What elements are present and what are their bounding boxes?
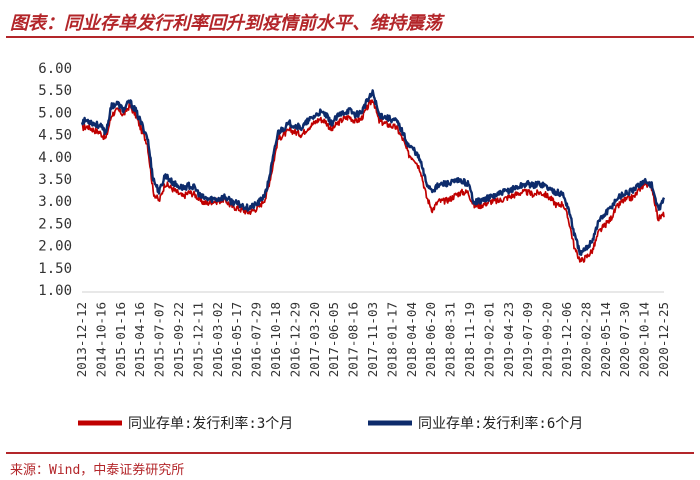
- x-tick-label: 2018-08-31: [443, 302, 458, 377]
- x-tick-label: 2016-10-18: [268, 302, 283, 377]
- title-divider: [6, 36, 694, 38]
- y-tick-label: 4.00: [38, 150, 72, 166]
- legend-label-6m: 同业存单:发行利率:6个月: [418, 415, 583, 432]
- x-tick-label: 2018-04-04: [404, 302, 419, 377]
- x-tick-label: 2020-02-28: [578, 302, 593, 377]
- x-tick-label: 2017-11-03: [365, 302, 380, 377]
- x-tick-label: 2017-08-16: [346, 302, 361, 377]
- x-tick-label: 2015-09-22: [171, 302, 186, 377]
- x-tick-label: 2014-10-16: [93, 302, 108, 377]
- rate-line-chart: 6.00 5.50 5.00 4.50 4.00 3.50 3.00 2.50 2.00 1.50…: [38, 61, 671, 432]
- x-tick-label: 2017-03-20: [307, 302, 322, 377]
- x-tick-label: 2018-11-19: [462, 302, 477, 377]
- x-tick-label: 2015-07-07: [152, 302, 167, 377]
- x-tick-label: 2015-12-11: [190, 302, 205, 377]
- y-tick-label: 4.50: [38, 128, 72, 144]
- y-tick-label: 3.00: [38, 194, 72, 210]
- x-tick-label: 2019-09-20: [540, 302, 555, 377]
- x-tick-label: 2016-07-29: [249, 302, 264, 377]
- title-bar: 图表：同业存单发行利率回升到疫情前水平、维持震荡: [0, 0, 700, 38]
- source-note: 来源：Wind，中泰证券研究所: [10, 463, 185, 478]
- y-tick-label: 1.00: [38, 283, 72, 299]
- x-tick-label: 2020-05-14: [598, 302, 613, 377]
- y-tick-label: 5.50: [38, 83, 72, 99]
- x-tick-label: 2020-07-30: [617, 302, 632, 377]
- y-tick-label: 3.50: [38, 172, 72, 188]
- y-tick-label: 2.00: [38, 239, 72, 255]
- y-tick-label: 1.50: [38, 261, 72, 277]
- x-tick-label: 2015-01-16: [113, 302, 128, 377]
- x-tick-label: 2018-01-17: [384, 302, 399, 377]
- x-tick-label: 2016-12-29: [287, 302, 302, 377]
- x-tick-label: 2019-07-09: [520, 302, 535, 377]
- y-tick-label: 5.00: [38, 105, 72, 121]
- x-tick-label: 2016-05-17: [229, 302, 244, 377]
- x-tick-label: 2019-12-06: [559, 302, 574, 377]
- y-tick-label: 2.50: [38, 216, 72, 232]
- series-6m-line: [80, 89, 666, 256]
- x-tick-label: 2020-10-14: [637, 302, 652, 377]
- x-tick-label: 2013-12-12: [74, 302, 89, 377]
- source-divider: [6, 452, 694, 454]
- series-3m-line: [81, 99, 665, 263]
- x-tick-label: 2019-04-23: [501, 302, 516, 377]
- x-tick-label: 2015-04-16: [132, 302, 147, 377]
- x-tick-label: 2017-06-05: [326, 302, 341, 377]
- y-tick-label: 6.00: [38, 61, 72, 77]
- x-tick-label: 2019-02-01: [481, 302, 496, 377]
- x-tick-label: 2016-03-02: [210, 302, 225, 377]
- figure-title: 图表：同业存单发行利率回升到疫情前水平、维持震荡: [10, 13, 442, 34]
- x-tick-label: 2020-12-25: [656, 302, 671, 377]
- x-tick-label: 2018-06-20: [423, 302, 438, 377]
- legend-label-3m: 同业存单:发行利率:3个月: [128, 415, 293, 432]
